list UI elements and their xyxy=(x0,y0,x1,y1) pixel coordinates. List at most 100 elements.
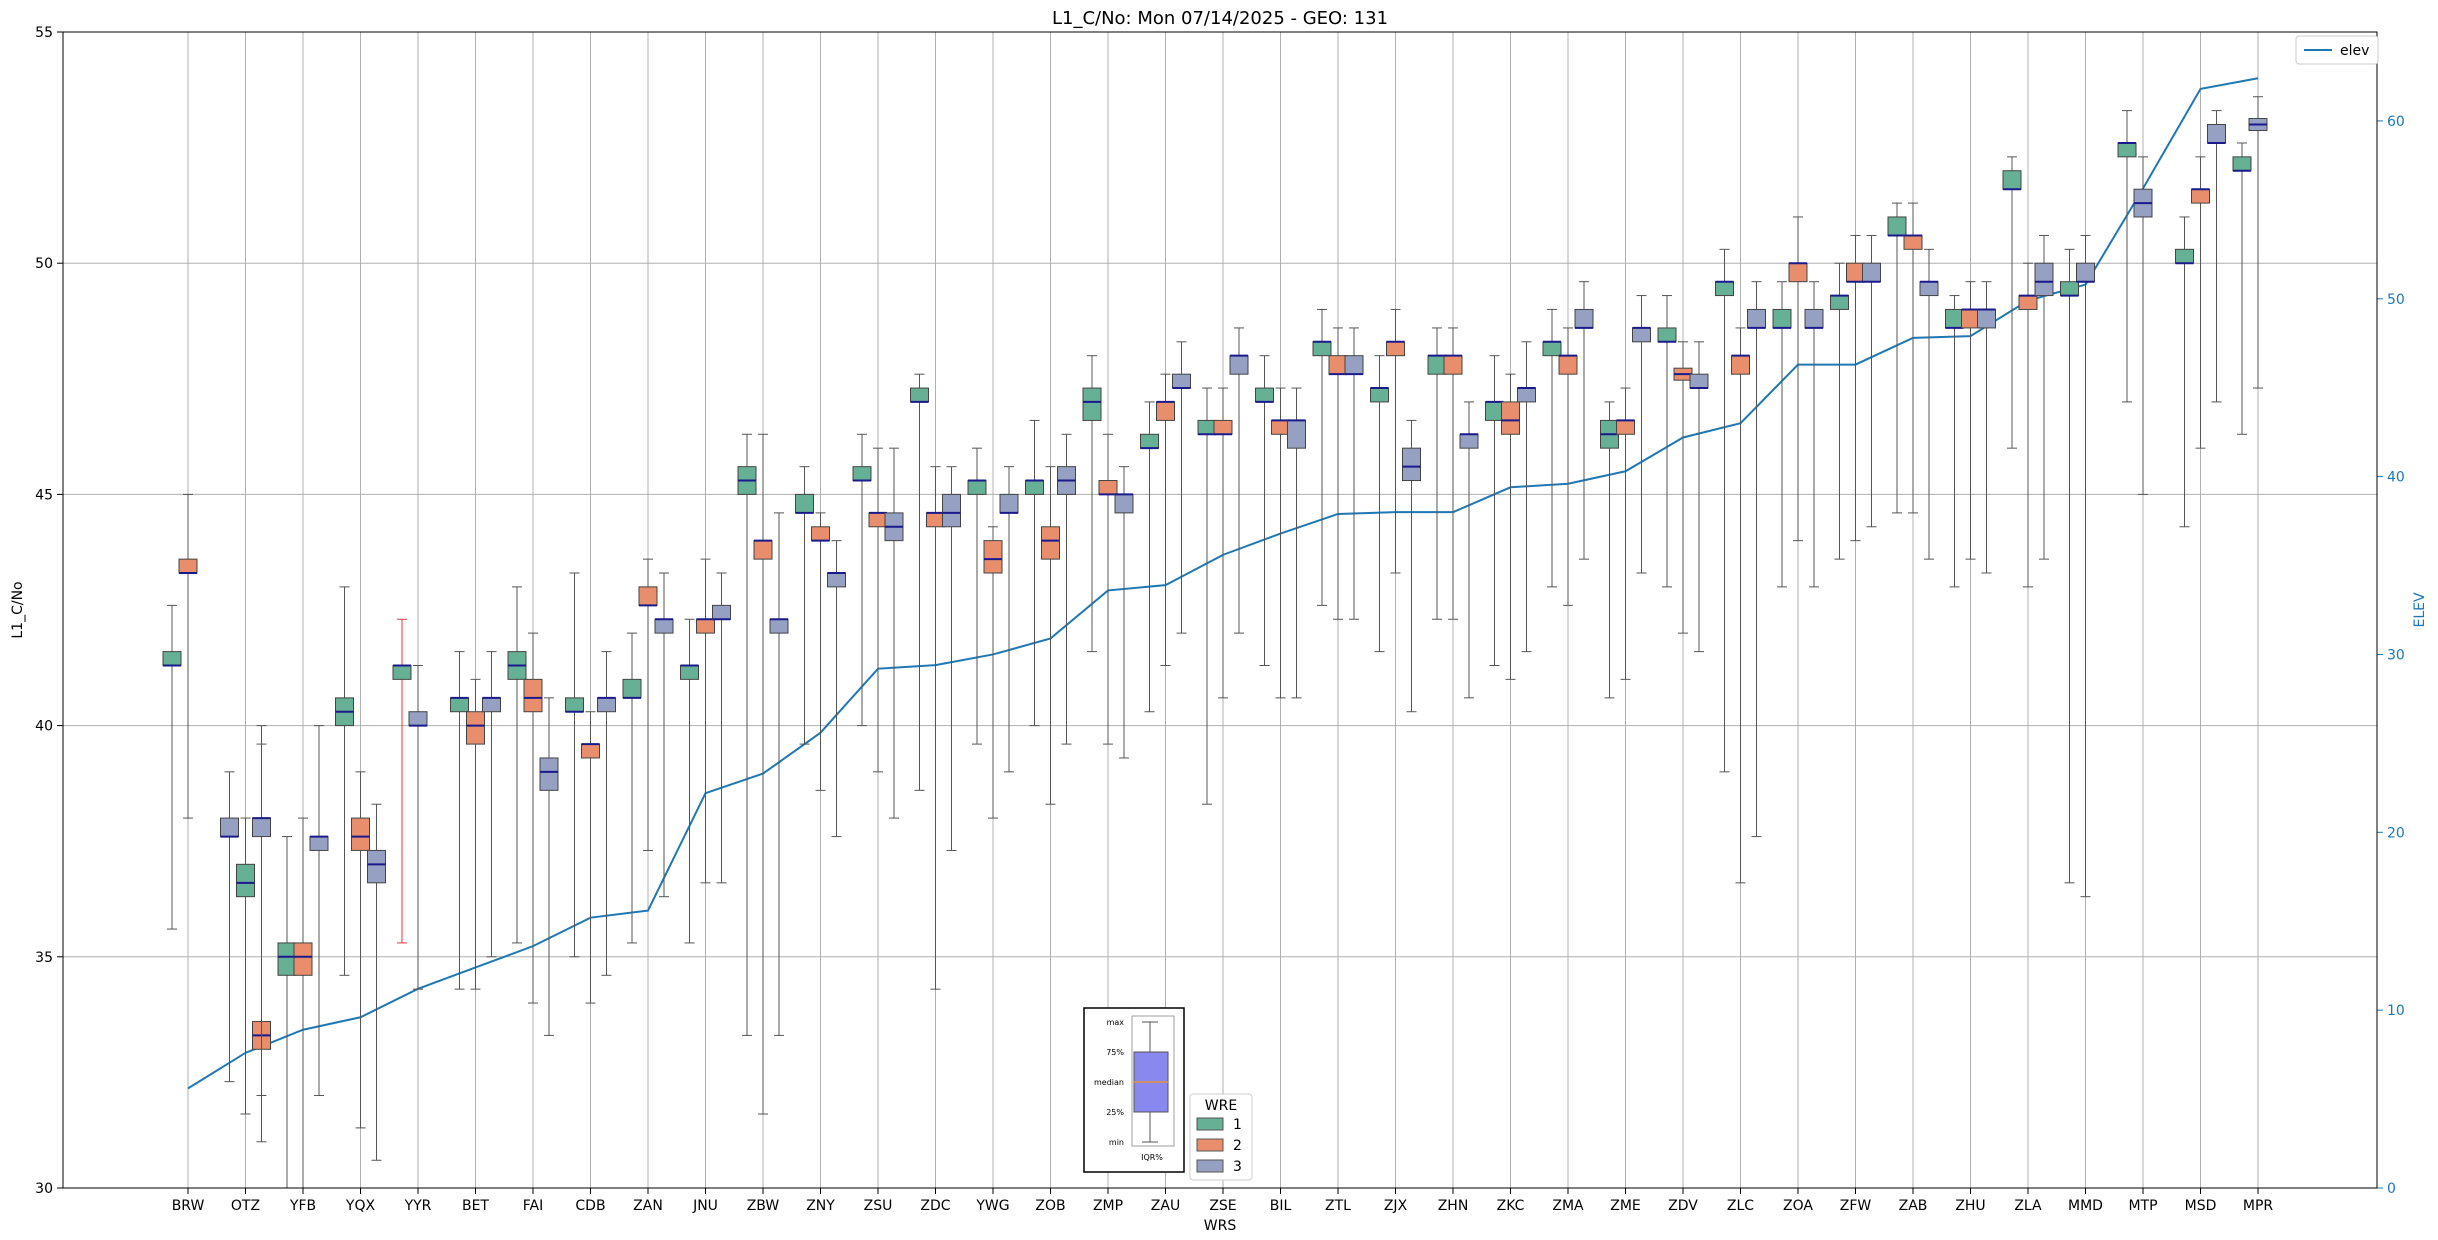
x-axis-label: WRS xyxy=(1204,1218,1237,1234)
x-tick-label-ZAU: ZAU xyxy=(1151,1198,1180,1214)
box-ZAU-wre1-1-iqr xyxy=(1140,433,1159,449)
box-MMD-wre3-2-iqr xyxy=(2076,262,2095,283)
box-JNU-wre2-2-iqr xyxy=(696,618,715,634)
x-tick-label-ZSE: ZSE xyxy=(1209,1198,1236,1214)
x-tick-label-ZME: ZME xyxy=(1610,1198,1641,1214)
box-BRW-wre1-1-iqr xyxy=(162,651,182,666)
axes-layer: 30 35 40 45 50 55 0 10 20 30 40 50 60 BRW OTZ YFB YQX YYR… xyxy=(35,25,2405,1214)
box-FAI-wre3-3-iqr xyxy=(539,757,559,791)
box-MSD-wre3-3-iqr xyxy=(2207,123,2226,144)
box-ZOA-wre1-1-iqr xyxy=(1772,308,1792,329)
box-MPR-wre1-1-iqr xyxy=(2232,156,2252,172)
x-tick-label-BRW: BRW xyxy=(172,1198,205,1214)
x-tick-label-ZOA: ZOA xyxy=(1783,1198,1813,1214)
box-CDB-wre1-1-iqr xyxy=(565,697,584,713)
box-MTP-wre1-1-iqr xyxy=(2117,142,2137,158)
box-YWG-wre2-2-iqr xyxy=(983,540,1003,574)
box-ZTL-wre1-1-iqr xyxy=(1312,341,1332,357)
elev-legend: elev xyxy=(2295,35,2379,65)
x-tick-label-ZLC: ZLC xyxy=(1727,1198,1754,1214)
x-tick-label-ZOB: ZOB xyxy=(1035,1198,1065,1214)
x-tick-label-ZMA: ZMA xyxy=(1552,1198,1584,1214)
wre-legend-frame xyxy=(1189,1093,1253,1181)
x-tick-label-MSD: MSD xyxy=(2185,1198,2217,1214)
box-key-label-q1: 25% xyxy=(1106,1108,1124,1117)
y2-tick-label-10: 10 xyxy=(2387,1003,2405,1019)
box-ZMP-wre1-1-iqr xyxy=(1082,387,1102,421)
box-ZSU-wre1-1-iqr xyxy=(852,466,872,482)
box-ZLC-wre2-2-iqr xyxy=(1731,355,1750,375)
box-ZSE-wre2-2-iqr xyxy=(1213,419,1233,435)
box-YQX-wre2-2-iqr xyxy=(351,817,370,851)
y2-tick-label-40: 40 xyxy=(2387,470,2405,486)
box-key-label-q3: 75% xyxy=(1106,1048,1124,1057)
box-YYR-wre3-2-iqr xyxy=(408,711,428,727)
box-ZHN-wre2-2-iqr xyxy=(1443,355,1463,375)
box-ZJX-wre3-3-iqr xyxy=(1402,447,1421,482)
box-MMD-wre1-1-iqr xyxy=(2060,281,2079,297)
y-axis-label: L1_C/No xyxy=(10,581,26,638)
box-ZHN-wre1-1-iqr xyxy=(1427,355,1447,375)
box-ZSU-wre2-2-iqr xyxy=(868,512,888,528)
box-ZJX-wre1-1-iqr xyxy=(1370,387,1389,403)
wre-legend: WRE 1 2 3 xyxy=(1189,1093,1253,1181)
wre-legend-title: WRE xyxy=(1205,1098,1237,1114)
box-ZHU-wre3-3-iqr xyxy=(1977,308,1996,329)
box-ZSE-wre3-3-iqr xyxy=(1229,355,1249,375)
box-BET-wre1-1-iqr xyxy=(450,697,469,713)
box-ZNY-wre3-3-iqr xyxy=(827,572,846,588)
y2-tick-label-0: 0 xyxy=(2387,1181,2396,1197)
x-tick-label-MTP: MTP xyxy=(2128,1198,2157,1214)
box-BET-wre3-3-iqr xyxy=(482,697,501,713)
x-tick-label-ZLA: ZLA xyxy=(2014,1198,2042,1214)
wre-legend-swatch-3 xyxy=(1196,1159,1224,1173)
box-ZDC-wre2-2-iqr xyxy=(926,512,945,528)
box-ZME-wre2-2-iqr xyxy=(1616,419,1635,435)
box-CDB-wre3-3-iqr xyxy=(597,697,616,713)
x-tick-label-ZSU: ZSU xyxy=(864,1198,893,1214)
y2-tick-label-50: 50 xyxy=(2387,292,2405,308)
box-ZLA-wre2-2-iqr xyxy=(2018,295,2038,310)
box-ZLA-wre3-3-iqr xyxy=(2034,262,2054,297)
wre-legend-label-3: 3 xyxy=(1233,1159,1242,1175)
box-MSD-wre1-1-iqr xyxy=(2175,248,2194,264)
box-ZMA-wre2-2-iqr xyxy=(1558,355,1578,375)
box-BET-wre2-2-iqr xyxy=(466,711,485,745)
box-key: max 75% median 25% min IQR% xyxy=(1083,1007,1185,1173)
box-ZDC-wre1-1-iqr xyxy=(910,387,929,403)
box-ZHN-wre3-3-iqr xyxy=(1459,433,1479,449)
elev-legend-frame xyxy=(2295,35,2379,65)
x-tick-label-ZBW: ZBW xyxy=(747,1198,780,1214)
box-ZOA-wre2-2-iqr xyxy=(1788,262,1808,283)
y2-tick-label-30: 30 xyxy=(2387,647,2405,663)
box-ZMP-wre2-2-iqr xyxy=(1098,480,1118,495)
box-BIL-wre1-1-iqr xyxy=(1255,387,1274,403)
x-tick-label-BET: BET xyxy=(462,1198,489,1214)
box-ZHU-wre1-1-iqr xyxy=(1945,308,1964,329)
box-BIL-wre2-2-iqr xyxy=(1271,419,1290,435)
box-ZNY-wre2-2-iqr xyxy=(811,526,830,542)
box-ZAN-wre3-3-iqr xyxy=(654,618,674,634)
box-ZAB-wre1-1-iqr xyxy=(1887,216,1907,236)
box-ZDV-wre3-3-iqr xyxy=(1689,373,1709,389)
x-tick-label-JNU: JNU xyxy=(692,1198,718,1214)
box-ZLA-wre1-1-iqr xyxy=(2002,170,2022,190)
y-tick-label-45: 45 xyxy=(35,487,53,503)
x-tick-label-ZKC: ZKC xyxy=(1497,1198,1525,1214)
box-key-label-median: median xyxy=(1094,1078,1124,1087)
x-tick-label-YFB: YFB xyxy=(289,1198,316,1214)
x-tick-label-ZTL: ZTL xyxy=(1325,1198,1351,1214)
x-tick-label-ZHU: ZHU xyxy=(1955,1198,1985,1214)
box-YFB-wre1-1-iqr xyxy=(277,942,297,976)
box-ZMA-wre1-1-iqr xyxy=(1542,341,1562,357)
box-YFB-wre2-2-iqr xyxy=(293,942,313,976)
wre-legend-swatch-1 xyxy=(1196,1117,1224,1131)
box-ZTL-wre2-2-iqr xyxy=(1328,355,1348,375)
x-tick-label-ZDV: ZDV xyxy=(1668,1198,1698,1214)
box-BRW-wre2-2-iqr xyxy=(178,558,198,574)
box-ZAU-wre3-3-iqr xyxy=(1172,373,1191,389)
box-BIL-wre3-3-iqr xyxy=(1287,419,1306,449)
box-YWG-wre3-3-iqr xyxy=(999,493,1019,514)
box-ZJX-wre2-2-iqr xyxy=(1386,341,1405,357)
